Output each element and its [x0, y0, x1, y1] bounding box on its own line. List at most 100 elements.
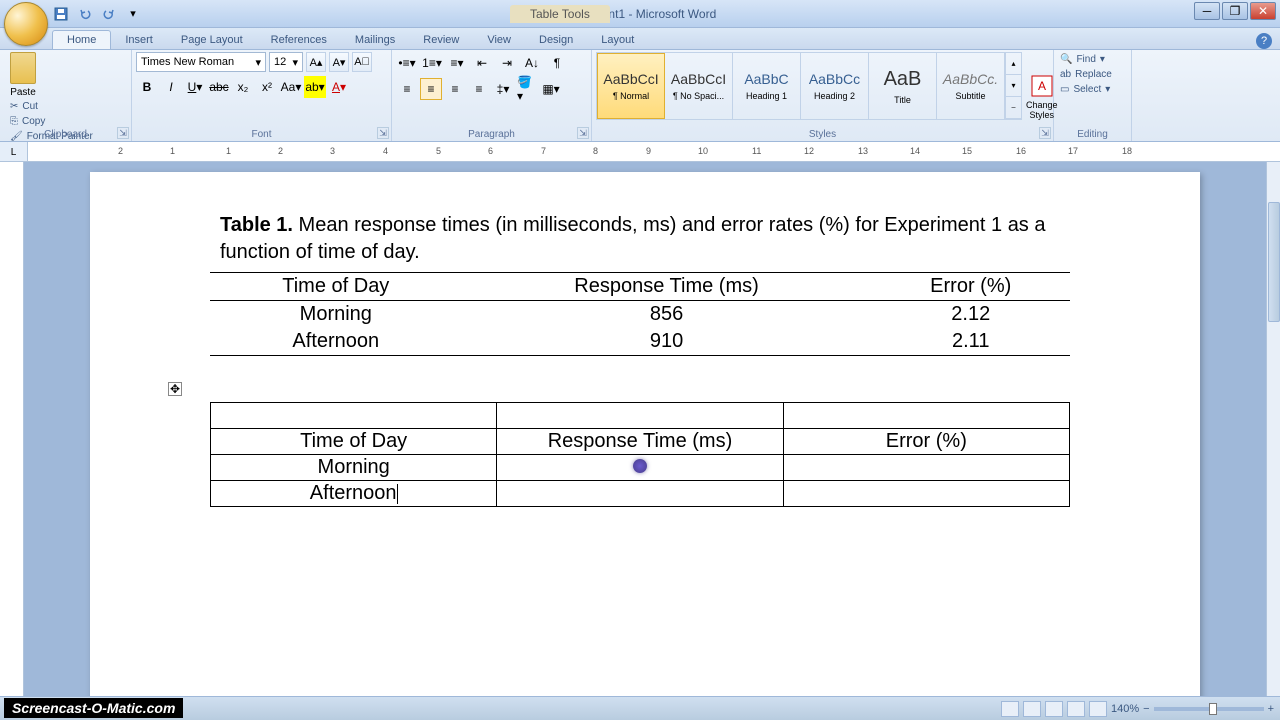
- window-controls: ─ ❐ ✕: [1194, 2, 1276, 20]
- line-spacing-button[interactable]: ‡▾: [492, 78, 514, 100]
- highlight-button[interactable]: ab▾: [304, 76, 326, 98]
- table-cell: Morning: [210, 301, 462, 329]
- print-layout-view-button[interactable]: [1001, 701, 1019, 717]
- change-case-button[interactable]: Aa▾: [280, 76, 302, 98]
- tab-review[interactable]: Review: [409, 31, 473, 49]
- paragraph-dialog-launcher[interactable]: ⇲: [577, 127, 589, 139]
- sort-button[interactable]: A↓: [521, 52, 543, 74]
- edit-table[interactable]: Time of Day Response Time (ms) Error (%)…: [210, 402, 1070, 507]
- font-dialog-launcher[interactable]: ⇲: [377, 127, 389, 139]
- justify-button[interactable]: ≡: [468, 78, 490, 100]
- font-name-combo[interactable]: Times New Roman▾: [136, 52, 266, 72]
- zoom-in-button[interactable]: +: [1268, 703, 1274, 715]
- table-cell[interactable]: [497, 403, 783, 429]
- table-cell[interactable]: Morning: [211, 455, 497, 481]
- draft-view-button[interactable]: [1089, 701, 1107, 717]
- bold-button[interactable]: B: [136, 76, 158, 98]
- table-cell[interactable]: [783, 455, 1069, 481]
- replace-button[interactable]: abReplace: [1058, 67, 1127, 82]
- table-cell[interactable]: Response Time (ms): [497, 429, 783, 455]
- decrease-indent-button[interactable]: ⇤: [471, 52, 493, 74]
- find-button[interactable]: 🔍Find ▾: [1058, 52, 1127, 67]
- strikethrough-button[interactable]: abc: [208, 76, 230, 98]
- table-cell[interactable]: [497, 481, 783, 507]
- table-cell[interactable]: [783, 481, 1069, 507]
- superscript-button[interactable]: x²: [256, 76, 278, 98]
- cut-button[interactable]: ✂Cut: [8, 100, 127, 113]
- clipboard-dialog-launcher[interactable]: ⇲: [117, 127, 129, 139]
- copy-button[interactable]: ⎘Copy: [8, 115, 127, 128]
- subscript-button[interactable]: x₂: [232, 76, 254, 98]
- italic-button[interactable]: I: [160, 76, 182, 98]
- zoom-thumb[interactable]: [1209, 703, 1217, 715]
- multilevel-button[interactable]: ≡▾: [446, 52, 468, 74]
- increase-indent-button[interactable]: ⇥: [496, 52, 518, 74]
- table-cell[interactable]: Afternoon: [211, 481, 497, 507]
- minimize-button[interactable]: ─: [1194, 2, 1220, 20]
- zoom-level[interactable]: 140%: [1111, 703, 1139, 715]
- page[interactable]: Table 1. Mean response times (in millise…: [90, 172, 1200, 696]
- numbering-button[interactable]: 1≡▾: [421, 52, 443, 74]
- zoom-out-button[interactable]: −: [1143, 703, 1149, 715]
- paste-button[interactable]: Paste: [4, 52, 42, 98]
- tab-home[interactable]: Home: [52, 30, 111, 49]
- align-center-button[interactable]: ≡: [420, 78, 442, 100]
- bullets-button[interactable]: •≡▾: [396, 52, 418, 74]
- outline-view-button[interactable]: [1067, 701, 1085, 717]
- table-cell[interactable]: [211, 403, 497, 429]
- style-normal[interactable]: AaBbCcI¶ Normal: [597, 53, 665, 119]
- clipboard-label: Clipboard: [0, 129, 131, 140]
- tab-layout[interactable]: Layout: [587, 31, 648, 49]
- redo-icon[interactable]: [100, 5, 118, 23]
- qat-dropdown-icon[interactable]: ▾: [124, 5, 142, 23]
- undo-icon[interactable]: [76, 5, 94, 23]
- font-size-combo[interactable]: 12▾: [269, 52, 303, 72]
- table-cell[interactable]: Error (%): [783, 429, 1069, 455]
- zoom-slider[interactable]: [1154, 707, 1264, 711]
- shading-button[interactable]: 🪣▾: [516, 78, 538, 100]
- style-no-spacing[interactable]: AaBbCcI¶ No Spaci...: [665, 53, 733, 119]
- table-move-handle[interactable]: ✥: [168, 382, 182, 396]
- align-left-button[interactable]: ≡: [396, 78, 418, 100]
- close-button[interactable]: ✕: [1250, 2, 1276, 20]
- full-screen-view-button[interactable]: [1023, 701, 1041, 717]
- table-header: Response Time (ms): [462, 273, 872, 301]
- table-cell[interactable]: Time of Day: [211, 429, 497, 455]
- web-layout-view-button[interactable]: [1045, 701, 1063, 717]
- table-cell[interactable]: [783, 403, 1069, 429]
- borders-button[interactable]: ▦▾: [540, 78, 562, 100]
- style-title[interactable]: AaBTitle: [869, 53, 937, 119]
- save-icon[interactable]: [52, 5, 70, 23]
- font-color-button[interactable]: A▾: [328, 76, 350, 98]
- horizontal-ruler[interactable]: 21123456789101112131415161718: [28, 142, 1280, 161]
- tab-page-layout[interactable]: Page Layout: [167, 31, 257, 49]
- apa-table: Time of Day Response Time (ms) Error (%)…: [210, 272, 1070, 356]
- underline-button[interactable]: U▾: [184, 76, 206, 98]
- vertical-ruler[interactable]: [0, 162, 24, 696]
- ruler-corner[interactable]: L: [0, 142, 28, 162]
- select-button[interactable]: ▭Select ▾: [1058, 82, 1127, 97]
- scrollbar-thumb[interactable]: [1268, 202, 1280, 322]
- table-header: Time of Day: [210, 273, 462, 301]
- style-heading1[interactable]: AaBbCHeading 1: [733, 53, 801, 119]
- show-marks-button[interactable]: ¶: [546, 52, 568, 74]
- help-icon[interactable]: ?: [1256, 33, 1272, 49]
- style-scroll[interactable]: ▴▾⎯: [1005, 53, 1021, 119]
- paste-label: Paste: [10, 87, 36, 98]
- office-button[interactable]: [4, 2, 48, 46]
- shrink-font-button[interactable]: A▾: [329, 52, 349, 72]
- vertical-scrollbar[interactable]: [1266, 162, 1280, 696]
- tab-references[interactable]: References: [257, 31, 341, 49]
- grow-font-button[interactable]: A▴: [306, 52, 326, 72]
- maximize-button[interactable]: ❐: [1222, 2, 1248, 20]
- tab-mailings[interactable]: Mailings: [341, 31, 409, 49]
- styles-dialog-launcher[interactable]: ⇲: [1039, 127, 1051, 139]
- tab-view[interactable]: View: [473, 31, 525, 49]
- style-subtitle[interactable]: AaBbCc.Subtitle: [937, 53, 1005, 119]
- tab-design[interactable]: Design: [525, 31, 587, 49]
- align-right-button[interactable]: ≡: [444, 78, 466, 100]
- style-heading2[interactable]: AaBbCcHeading 2: [801, 53, 869, 119]
- clear-formatting-button[interactable]: A⃠: [352, 52, 372, 72]
- table-cell[interactable]: [497, 455, 783, 481]
- tab-insert[interactable]: Insert: [111, 31, 167, 49]
